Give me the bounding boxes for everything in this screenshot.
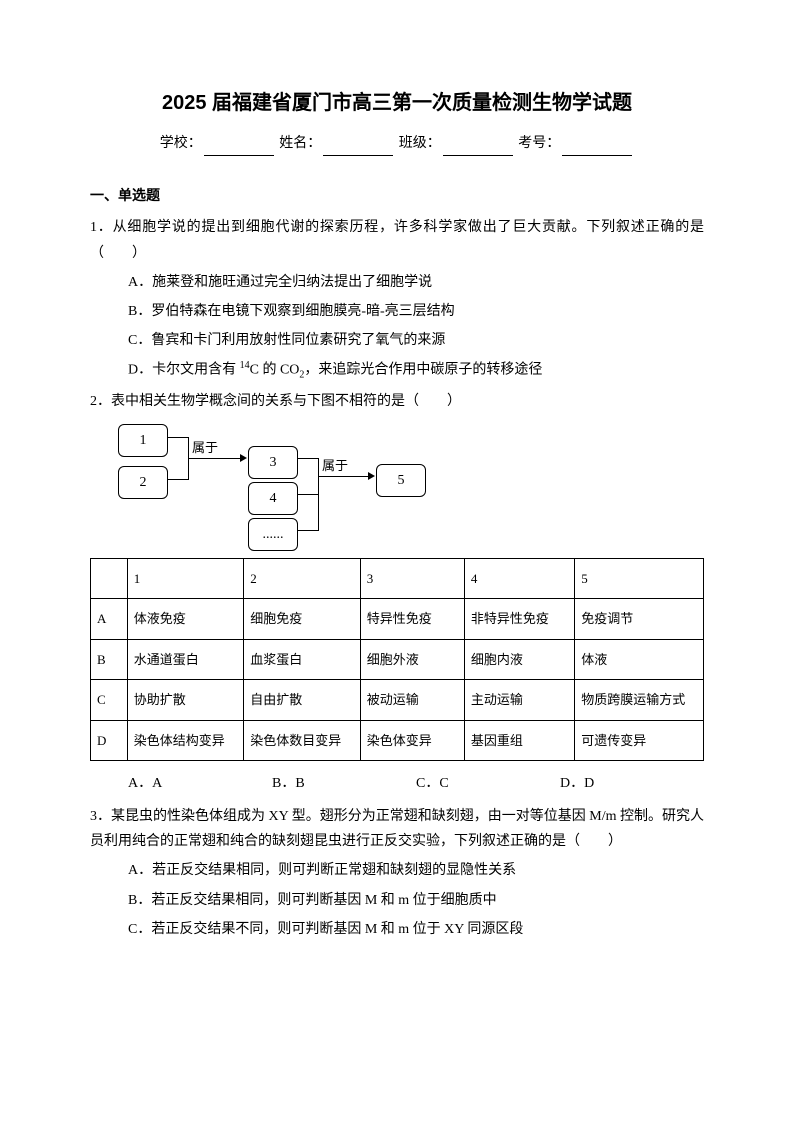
table-row: C 协助扩散 自由扩散 被动运输 主动运输 物质跨膜运输方式: [91, 680, 704, 720]
cell: 特异性免疫: [360, 599, 464, 639]
cell: 被动运输: [360, 680, 464, 720]
q1-optd-mid: C 的 CO: [250, 363, 300, 378]
diagram-box-5: 5: [376, 464, 426, 497]
q1-optd-pre: D．卡尔文用含有: [128, 363, 240, 378]
diagram-label-belongs-1: 属于: [192, 436, 218, 459]
diagram-box-4: 4: [248, 482, 298, 515]
q3-option-a: A．若正反交结果相同，则可判断正常翅和缺刻翅的显隐性关系: [90, 858, 704, 883]
class-blank[interactable]: [443, 140, 513, 156]
q3-stem: 3．某昆虫的性染色体组成为 XY 型。翅形分为正常翅和缺刻翅，由一对等位基因 M…: [90, 804, 704, 854]
name-label: 姓名：: [279, 136, 321, 151]
cell: 细胞免疫: [244, 599, 360, 639]
q3-option-c: C．若正反交结果不同，则可判断基因 M 和 m 位于 XY 同源区段: [90, 917, 704, 942]
student-info-line: 学校： 姓名： 班级： 考号：: [90, 131, 704, 156]
cell: 血浆蛋白: [244, 639, 360, 679]
q2-ans-a: A．A: [128, 771, 272, 796]
q1-option-d: D．卡尔文用含有 14C 的 CO2，来追踪光合作用中碳原子的转移途径: [90, 357, 704, 384]
class-label: 班级：: [399, 136, 441, 151]
q2-ans-d: D．D: [560, 771, 704, 796]
q2-ans-c: C．C: [416, 771, 560, 796]
examno-blank[interactable]: [562, 140, 632, 156]
diagram-box-3: 3: [248, 446, 298, 479]
table-row: D 染色体结构变异 染色体数目变异 染色体变异 基因重组 可遗传变异: [91, 720, 704, 760]
q1-optd-sup: 14: [240, 360, 250, 371]
cell: 水通道蛋白: [127, 639, 243, 679]
q2-ans-b: B．B: [272, 771, 416, 796]
name-blank[interactable]: [323, 140, 393, 156]
th-5: 5: [575, 558, 704, 598]
th-2: 2: [244, 558, 360, 598]
cell: 基因重组: [464, 720, 574, 760]
cell: 免疫调节: [575, 599, 704, 639]
cell: 自由扩散: [244, 680, 360, 720]
cell: 协助扩散: [127, 680, 243, 720]
diagram-label-belongs-2: 属于: [322, 454, 348, 477]
q3-option-b: B．若正反交结果相同，则可判断基因 M 和 m 位于细胞质中: [90, 888, 704, 913]
concept-table: 1 2 3 4 5 A 体液免疫 细胞免疫 特异性免疫 非特异性免疫 免疫调节 …: [90, 558, 704, 761]
th-4: 4: [464, 558, 574, 598]
th-1: 1: [127, 558, 243, 598]
exam-title: 2025 届福建省厦门市高三第一次质量检测生物学试题: [90, 85, 704, 121]
q1-option-a: A．施莱登和施旺通过完全归纳法提出了细胞学说: [90, 270, 704, 295]
cell: B: [91, 639, 128, 679]
examno-label: 考号：: [518, 136, 560, 151]
table-header-row: 1 2 3 4 5: [91, 558, 704, 598]
th-3: 3: [360, 558, 464, 598]
cell: 非特异性免疫: [464, 599, 574, 639]
cell: C: [91, 680, 128, 720]
q1-option-b: B．罗伯特森在电镜下观察到细胞膜亮-暗-亮三层结构: [90, 299, 704, 324]
section-1-header: 一、单选题: [90, 184, 704, 209]
q1-option-c: C．鲁宾和卡门利用放射性同位素研究了氧气的来源: [90, 328, 704, 353]
cell: 体液免疫: [127, 599, 243, 639]
school-label: 学校：: [160, 136, 202, 151]
cell: 可遗传变异: [575, 720, 704, 760]
diagram-box-1: 1: [118, 424, 168, 457]
diagram-box-dots: ......: [248, 518, 298, 551]
concept-diagram: 1 2 3 4 ...... 5 属于 属于: [118, 424, 458, 544]
cell: 染色体数目变异: [244, 720, 360, 760]
th-0: [91, 558, 128, 598]
school-blank[interactable]: [204, 140, 274, 156]
cell: A: [91, 599, 128, 639]
cell: 染色体变异: [360, 720, 464, 760]
cell: D: [91, 720, 128, 760]
cell: 体液: [575, 639, 704, 679]
table-row: B 水通道蛋白 血浆蛋白 细胞外液 细胞内液 体液: [91, 639, 704, 679]
table-row: A 体液免疫 细胞免疫 特异性免疫 非特异性免疫 免疫调节: [91, 599, 704, 639]
cell: 染色体结构变异: [127, 720, 243, 760]
table-body: A 体液免疫 细胞免疫 特异性免疫 非特异性免疫 免疫调节 B 水通道蛋白 血浆…: [91, 599, 704, 761]
cell: 物质跨膜运输方式: [575, 680, 704, 720]
q1-stem: 1．从细胞学说的提出到细胞代谢的探索历程，许多科学家做出了巨大贡献。下列叙述正确…: [90, 215, 704, 265]
q2-answer-options: A．A B．B C．C D．D: [90, 771, 704, 796]
cell: 细胞内液: [464, 639, 574, 679]
diagram-box-2: 2: [118, 466, 168, 499]
q2-stem: 2．表中相关生物学概念间的关系与下图不相符的是（ ）: [90, 389, 704, 414]
cell: 主动运输: [464, 680, 574, 720]
q1-optd-post: ，来追踪光合作用中碳原子的转移途径: [304, 363, 542, 378]
cell: 细胞外液: [360, 639, 464, 679]
